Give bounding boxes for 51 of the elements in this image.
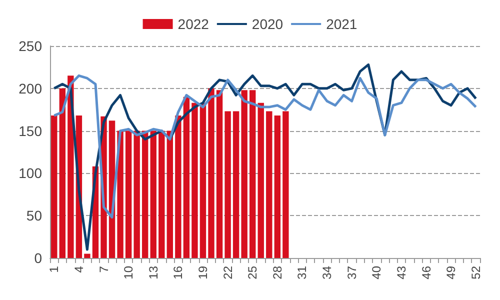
bar [266,111,272,258]
x-tick-label: 34 [320,266,334,280]
x-tick-label: 19 [196,266,210,280]
legend-label: 2022 [178,16,210,32]
x-tick-label: 52 [468,266,483,280]
y-tick-label: 100 [18,165,42,182]
x-tick-label: 10 [122,266,136,280]
bar [84,254,90,258]
x-tick-label: 49 [444,266,458,280]
x-tick-label: 16 [171,266,186,280]
bar [216,90,223,258]
x-tick-label: 1 [47,266,62,273]
x-tick-label: 43 [394,266,408,280]
x-tick-label: 4 [72,266,86,273]
bar [192,102,198,258]
legend-label: 2021 [326,16,358,32]
bar [125,130,132,258]
x-tick-label: 13 [146,266,160,280]
y-tick-label: 0 [34,250,42,266]
x-tick-label: 40 [370,266,384,280]
bar [258,102,264,258]
bar [175,116,182,258]
bar [274,116,281,258]
bar [183,96,190,258]
bar [200,102,206,258]
x-tick-label: 25 [246,266,260,280]
y-tick-label: 200 [18,80,42,96]
bar [142,130,148,258]
bar [59,88,66,258]
bar [158,130,165,258]
x-tick-label: 46 [419,266,434,280]
bar [150,130,156,258]
bar [282,111,289,258]
line-series [52,74,478,219]
bar [249,90,256,258]
x-tick-label: 37 [344,266,359,280]
x-tick-label: 31 [295,266,310,280]
x-tick-label: 28 [270,266,284,280]
bar [241,90,248,258]
bar [134,130,140,258]
y-tick-label: 50 [26,208,42,224]
bar [224,111,231,258]
legend-label: 2020 [252,16,284,32]
bar [166,130,174,258]
y-tick-label: 250 [18,38,42,54]
bar [208,88,214,258]
x-tick-label: 7 [96,266,111,273]
bar [51,116,58,258]
y-tick-label: 150 [18,122,42,139]
x-tick-label: 22 [220,266,235,280]
bar [232,111,240,258]
